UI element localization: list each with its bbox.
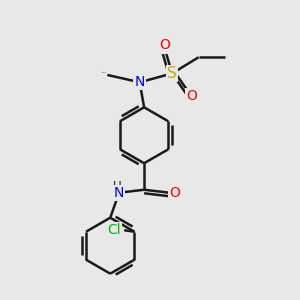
- Text: S: S: [167, 66, 177, 81]
- Text: methyl: methyl: [102, 71, 107, 73]
- Text: O: O: [159, 38, 170, 52]
- Text: Cl: Cl: [107, 223, 121, 237]
- Text: N: N: [114, 186, 124, 200]
- Text: H: H: [113, 180, 122, 193]
- Text: O: O: [169, 186, 181, 200]
- Text: methyl: methyl: [106, 72, 111, 74]
- Text: N: N: [134, 75, 145, 89]
- Text: O: O: [186, 89, 197, 103]
